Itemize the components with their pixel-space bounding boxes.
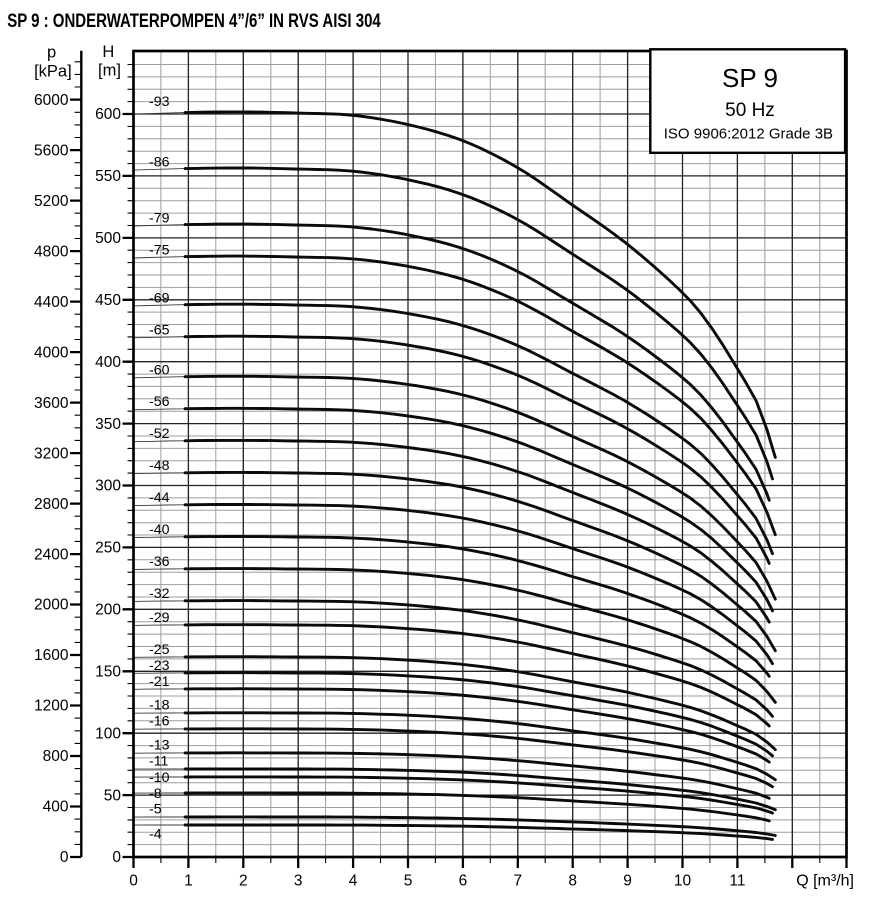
- svg-text:-23: -23: [149, 658, 170, 674]
- svg-text:-21: -21: [149, 674, 170, 690]
- svg-text:-32: -32: [149, 586, 170, 602]
- svg-text:-11: -11: [149, 754, 169, 770]
- svg-text:-75: -75: [149, 243, 170, 259]
- svg-text:450: 450: [95, 292, 121, 309]
- svg-text:Q [m³/h]: Q [m³/h]: [796, 873, 854, 890]
- svg-text:p: p: [47, 44, 56, 62]
- svg-text:2400: 2400: [34, 546, 69, 563]
- svg-text:0: 0: [112, 849, 121, 866]
- svg-text:6: 6: [459, 873, 468, 890]
- svg-text:-69: -69: [149, 290, 170, 306]
- svg-text:-8: -8: [149, 786, 162, 802]
- svg-text:-10: -10: [149, 770, 170, 786]
- svg-text:-4: -4: [149, 827, 162, 843]
- svg-text:[m]: [m]: [98, 62, 121, 80]
- svg-text:-56: -56: [149, 394, 170, 410]
- svg-text:5: 5: [404, 873, 413, 890]
- svg-text:-86: -86: [149, 155, 170, 171]
- svg-text:9: 9: [623, 873, 632, 890]
- svg-text:2800: 2800: [34, 496, 69, 513]
- svg-text:-60: -60: [149, 362, 170, 378]
- svg-text:0: 0: [60, 849, 69, 866]
- svg-text:1600: 1600: [34, 647, 69, 664]
- svg-text:8: 8: [568, 873, 577, 890]
- svg-text:3200: 3200: [34, 445, 69, 462]
- svg-text:ISO 9906:2012 Grade 3B: ISO 9906:2012 Grade 3B: [664, 126, 833, 143]
- svg-text:SP 9: SP 9: [722, 63, 778, 93]
- svg-text:-16: -16: [149, 714, 170, 730]
- svg-text:150: 150: [95, 664, 121, 681]
- svg-text:-65: -65: [149, 322, 170, 338]
- svg-text:400: 400: [95, 354, 121, 371]
- svg-text:-36: -36: [149, 554, 170, 570]
- svg-text:-48: -48: [149, 458, 170, 474]
- svg-text:-18: -18: [149, 698, 170, 714]
- svg-text:5600: 5600: [34, 142, 69, 159]
- svg-text:-93: -93: [149, 94, 170, 110]
- svg-text:SP 9 : ONDERWATERPOMPEN 4”/6”: SP 9 : ONDERWATERPOMPEN 4”/6” IN RVS AIS…: [7, 9, 381, 31]
- svg-text:350: 350: [95, 416, 121, 433]
- svg-text:4400: 4400: [34, 294, 69, 311]
- svg-text:5200: 5200: [34, 193, 69, 210]
- svg-text:200: 200: [95, 602, 121, 619]
- svg-text:800: 800: [43, 748, 69, 765]
- svg-text:600: 600: [95, 106, 121, 123]
- svg-text:50 Hz: 50 Hz: [725, 100, 775, 121]
- svg-text:0: 0: [129, 873, 138, 890]
- svg-text:-29: -29: [149, 610, 170, 626]
- svg-text:50: 50: [104, 787, 122, 804]
- svg-text:-79: -79: [149, 211, 170, 227]
- svg-text:500: 500: [95, 230, 121, 247]
- svg-text:11: 11: [729, 873, 745, 890]
- svg-text:2000: 2000: [34, 597, 69, 614]
- svg-text:-44: -44: [149, 490, 170, 506]
- svg-text:[kPa]: [kPa]: [34, 63, 72, 81]
- svg-text:-5: -5: [149, 802, 162, 818]
- svg-text:2: 2: [239, 873, 248, 890]
- svg-text:-52: -52: [149, 426, 170, 442]
- svg-text:4: 4: [349, 873, 358, 890]
- svg-text:3600: 3600: [34, 395, 69, 412]
- svg-text:7: 7: [513, 873, 522, 890]
- svg-text:300: 300: [95, 478, 121, 495]
- svg-text:100: 100: [95, 725, 121, 742]
- svg-text:400: 400: [43, 799, 69, 816]
- svg-text:4800: 4800: [34, 243, 69, 260]
- svg-text:1: 1: [184, 873, 193, 890]
- svg-text:250: 250: [95, 540, 121, 557]
- svg-text:6000: 6000: [34, 92, 69, 109]
- svg-text:-40: -40: [149, 522, 170, 538]
- svg-text:550: 550: [95, 168, 121, 185]
- svg-text:H: H: [102, 43, 114, 61]
- svg-text:4000: 4000: [34, 344, 69, 361]
- svg-text:1200: 1200: [34, 698, 69, 715]
- svg-text:-13: -13: [149, 738, 170, 754]
- svg-text:-25: -25: [149, 642, 170, 658]
- svg-text:3: 3: [294, 873, 303, 890]
- svg-text:10: 10: [674, 873, 692, 890]
